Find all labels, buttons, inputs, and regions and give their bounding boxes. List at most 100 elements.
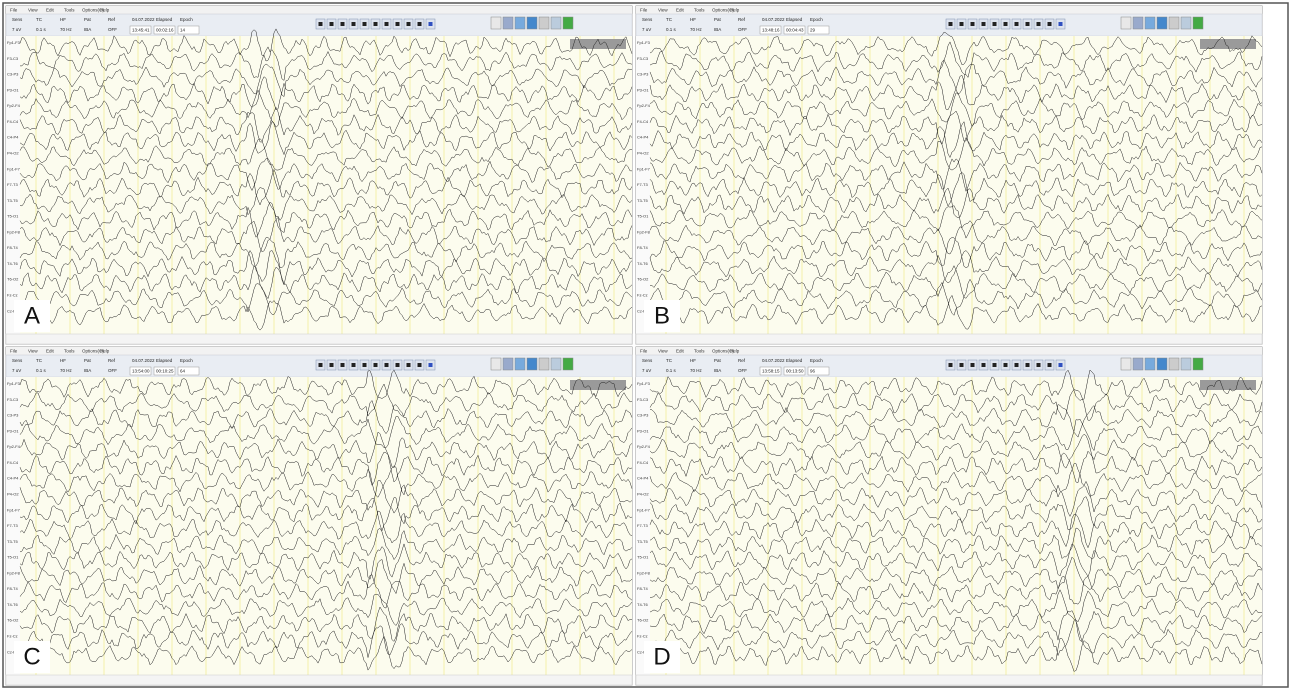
tool-icon[interactable]	[527, 358, 537, 370]
toolbar-value: 70 Hz	[60, 27, 73, 32]
toolbar-value: OFF	[738, 27, 747, 32]
tool-icon[interactable]	[1145, 17, 1155, 29]
channel-label: T6-O2	[7, 277, 19, 282]
playback-icon	[407, 363, 411, 367]
menu-item[interactable]: File	[640, 349, 648, 354]
tool-icon[interactable]	[563, 17, 573, 29]
toolbar-value: 0.1 s	[36, 368, 47, 373]
channel-label: P3-O1	[637, 87, 649, 92]
playback-icon	[960, 363, 964, 367]
menu-item[interactable]: View	[658, 8, 668, 13]
tool-icon[interactable]	[515, 17, 525, 29]
channel-label: C4-P4	[7, 476, 19, 481]
playback-icon	[971, 363, 975, 367]
tool-icon[interactable]	[1133, 17, 1143, 29]
toolbar-header: TC	[666, 358, 673, 363]
channel-label: F8-T4	[7, 586, 18, 591]
toolbar-value: OFF	[108, 368, 117, 373]
channel-label: F8-T4	[7, 245, 18, 250]
menu-item[interactable]: Tools	[694, 349, 705, 354]
playback-icon	[1004, 22, 1008, 26]
status-bar	[636, 675, 1262, 685]
playback-icon	[949, 363, 953, 367]
menu-item[interactable]: File	[640, 8, 648, 13]
tool-icon[interactable]	[1157, 17, 1167, 29]
tool-icon[interactable]	[1133, 358, 1143, 370]
menu-item[interactable]: View	[28, 349, 38, 354]
tool-icon[interactable]	[539, 358, 549, 370]
tool-icon[interactable]	[515, 358, 525, 370]
tool-icon[interactable]	[1181, 358, 1191, 370]
menu-item[interactable]: Help	[730, 349, 740, 354]
tool-icon[interactable]	[1121, 17, 1131, 29]
menu-item[interactable]: Tools	[64, 349, 75, 354]
menu-item[interactable]: Help	[730, 8, 740, 13]
eeg-panel: FileViewEditToolsOptions(O)HelpSensTCHFP…	[636, 6, 1262, 344]
menu-item[interactable]: View	[28, 8, 38, 13]
trace-area	[636, 36, 1262, 334]
tool-icon[interactable]	[1169, 358, 1179, 370]
playback-icon	[429, 22, 433, 26]
tool-icon[interactable]	[563, 358, 573, 370]
menu-item[interactable]: Tools	[64, 8, 75, 13]
tool-icon[interactable]	[1193, 17, 1203, 29]
playback-icon	[1037, 22, 1041, 26]
channel-label: F7-T3	[637, 523, 648, 528]
tool-icon[interactable]	[503, 17, 513, 29]
channel-label: Fz-Cz	[637, 293, 648, 298]
toolbar-header: Ref	[738, 358, 746, 363]
channel-label: Fp2-F8	[7, 229, 21, 234]
tool-icon[interactable]	[551, 17, 561, 29]
tool-icon[interactable]	[1169, 17, 1179, 29]
toolbar-header: Elapsed	[786, 17, 803, 22]
toolbar-header: HF	[690, 358, 696, 363]
channel-label: T3-T5	[7, 539, 18, 544]
playback-icon	[1048, 363, 1052, 367]
playback-icon	[330, 363, 334, 367]
tool-icon[interactable]	[539, 17, 549, 29]
menu-item[interactable]: Tools	[694, 8, 705, 13]
menu-item[interactable]: Help	[100, 8, 110, 13]
channel-label: T4-T6	[637, 261, 648, 266]
playback-icon	[363, 22, 367, 26]
channel-label: F7-T3	[7, 523, 18, 528]
channel-label: Fp2-F8	[7, 570, 21, 575]
channel-label: P4-O2	[7, 151, 19, 156]
menu-item[interactable]: File	[10, 8, 18, 13]
playback-icon	[418, 22, 422, 26]
channel-label: P3-O1	[7, 87, 19, 92]
tool-icon[interactable]	[1157, 358, 1167, 370]
channel-label: T5-O1	[637, 555, 649, 560]
zoom-box	[570, 380, 626, 390]
channel-label: Fp2-F8	[637, 229, 651, 234]
channel-label: C3-P3	[637, 413, 649, 418]
menu-item[interactable]: Edit	[676, 349, 685, 354]
menu-item[interactable]: Edit	[46, 349, 55, 354]
menu-item[interactable]: Edit	[676, 8, 685, 13]
channel-label: T6-O2	[7, 618, 19, 623]
channel-label: Fp1-F7	[637, 507, 651, 512]
tool-icon[interactable]	[1145, 358, 1155, 370]
menu-item[interactable]: View	[658, 349, 668, 354]
tool-icon[interactable]	[1181, 17, 1191, 29]
zoom-box	[1200, 380, 1256, 390]
channel-label: P4-O2	[637, 151, 649, 156]
channel-label: T4-T6	[7, 602, 18, 607]
channel-label: T4-T6	[7, 261, 18, 266]
menu-item[interactable]: Help	[100, 349, 110, 354]
playback-icon	[1059, 22, 1063, 26]
channel-label: F3-C3	[637, 397, 649, 402]
tool-icon[interactable]	[551, 358, 561, 370]
toolbar-field-value: 29	[810, 28, 816, 33]
tool-icon[interactable]	[491, 358, 501, 370]
tool-icon[interactable]	[1121, 358, 1131, 370]
tool-icon[interactable]	[527, 17, 537, 29]
toolbar-header: HF	[690, 17, 696, 22]
tool-icon[interactable]	[1193, 358, 1203, 370]
menu-item[interactable]: Edit	[46, 8, 55, 13]
toolbar-header: Epoch	[810, 358, 823, 363]
menu-item[interactable]: File	[10, 349, 18, 354]
channel-label: F7-T3	[7, 182, 18, 187]
tool-icon[interactable]	[503, 358, 513, 370]
tool-icon[interactable]	[491, 17, 501, 29]
